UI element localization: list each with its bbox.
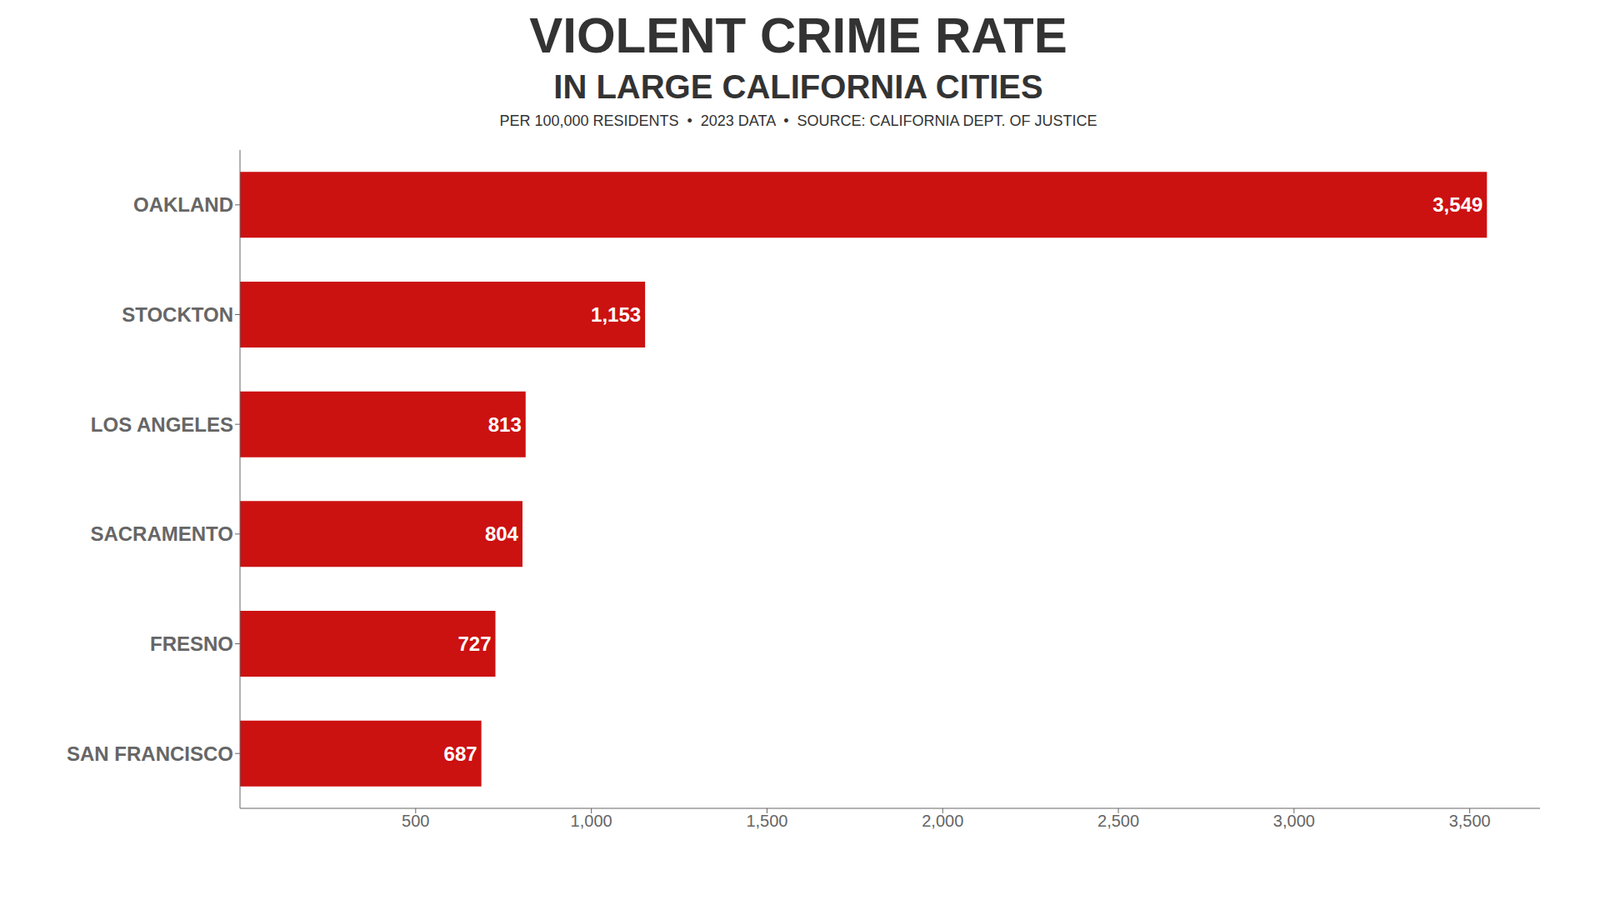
svg-text:2,500: 2,500 xyxy=(1097,811,1140,830)
svg-text:1,500: 1,500 xyxy=(745,811,788,830)
svg-text:3,000: 3,000 xyxy=(1273,811,1315,830)
svg-text:1,000: 1,000 xyxy=(570,811,613,830)
svg-text:3,549: 3,549 xyxy=(1432,193,1483,216)
svg-text:SAN FRANCISCO: SAN FRANCISCO xyxy=(66,742,234,765)
svg-text:OAKLAND: OAKLAND xyxy=(133,193,234,216)
html-text:PER 100,000 RESIDENTS • 2023 D: PER 100,000 RESIDENTS • 2023 DATA • SOUR… xyxy=(499,112,1098,130)
svg-text:804: 804 xyxy=(485,522,520,545)
svg-text:813: 813 xyxy=(488,413,522,436)
svg-text:500: 500 xyxy=(401,811,430,830)
svg-text:LOS ANGELES: LOS ANGELES xyxy=(90,413,234,436)
html-text:VIOLENT CRIME RATE: VIOLENT CRIME RATE xyxy=(529,7,1068,64)
svg-text:1,153: 1,153 xyxy=(590,303,641,326)
svg-text:2,000: 2,000 xyxy=(921,811,964,830)
svg-text:SACRAMENTO: SACRAMENTO xyxy=(90,522,234,545)
html-text:IN LARGE CALIFORNIA CITIES: IN LARGE CALIFORNIA CITIES xyxy=(553,68,1044,105)
svg-text:727: 727 xyxy=(457,632,491,655)
svg-text:3,500: 3,500 xyxy=(1449,811,1491,830)
svg-text:FRESNO: FRESNO xyxy=(150,632,234,655)
svg-text:687: 687 xyxy=(444,742,478,765)
svg-text:STOCKTON: STOCKTON xyxy=(121,303,234,326)
